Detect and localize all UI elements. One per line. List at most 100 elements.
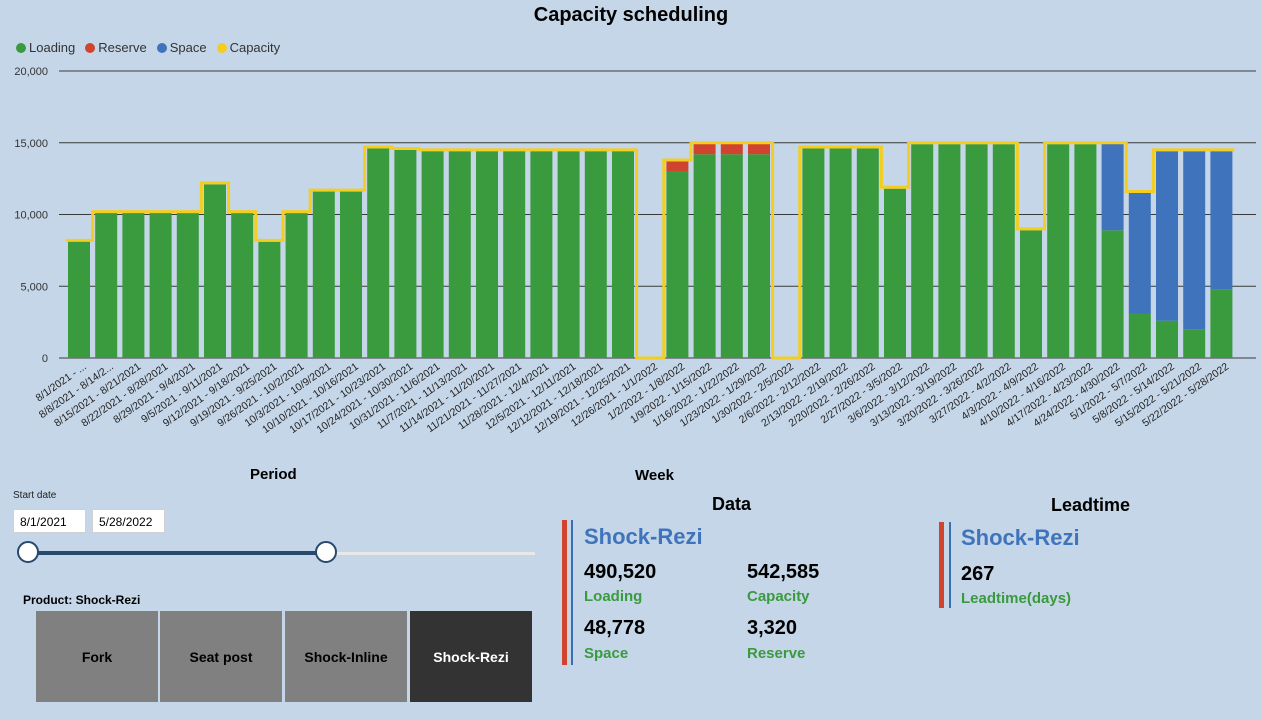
- bar-loading-4: [176, 213, 199, 358]
- bar-loading-16: [503, 149, 526, 358]
- end-date-input[interactable]: 5/28/2022: [92, 509, 165, 533]
- legend-dot-reserve: [85, 42, 96, 53]
- leadtime-card-title: Leadtime: [1051, 495, 1131, 515]
- bar-loading-18: [557, 149, 580, 358]
- bar-loading-2: [122, 211, 145, 358]
- bar-loading-37: [1074, 144, 1097, 358]
- y-tick-label-0: 0: [42, 353, 48, 365]
- bar-loading-41: [1183, 329, 1206, 358]
- bar-loading-20: [612, 149, 634, 358]
- bar-loading-0: [68, 240, 90, 358]
- bar-loading-31: [911, 144, 934, 358]
- bar-loading-9: [312, 190, 335, 358]
- data-card-accent-red: [562, 520, 567, 665]
- bar-loading-12: [394, 148, 417, 358]
- bar-loading-34: [992, 144, 1015, 358]
- y-tick-label-3: 15,000: [14, 138, 48, 150]
- reserve-label: Reserve: [747, 645, 806, 662]
- capacity-value: 542,585: [747, 561, 820, 583]
- bar-loading-38: [1101, 230, 1124, 358]
- leadtime-label: Leadtime(days): [961, 590, 1072, 607]
- capacity-step-line: [66, 141, 1235, 360]
- bar-loading-36: [1047, 144, 1070, 358]
- chart-legend: Loading Reserve Space Capacity: [16, 40, 280, 55]
- bar-loading-7: [258, 241, 281, 358]
- bar-loading-35: [1020, 230, 1042, 358]
- bar-space-39: [1128, 191, 1151, 314]
- bar-loading-10: [340, 190, 362, 358]
- bar-loading-8: [285, 213, 308, 358]
- bar-loading-28: [829, 148, 852, 358]
- legend-label-reserve: Reserve: [98, 40, 147, 55]
- legend-item-reserve[interactable]: Reserve: [85, 40, 147, 55]
- bar-loading-6: [231, 213, 254, 358]
- legend-dot-space: [156, 42, 167, 53]
- bar-loading-39: [1128, 313, 1151, 358]
- bar-space-38: [1101, 142, 1124, 231]
- bar-loading-23: [693, 154, 716, 358]
- bar-loading-24: [720, 154, 743, 358]
- bar-reserve-24: [720, 142, 743, 155]
- bar-loading-29: [856, 148, 879, 358]
- product-label: Product: Shock-Rezi: [23, 593, 141, 607]
- bar-loading-25: [748, 154, 770, 358]
- period-slider-end-handle[interactable]: [314, 541, 337, 563]
- space-value: 48,778: [584, 617, 646, 639]
- bar-space-42: [1210, 149, 1233, 290]
- week-title: Week: [635, 467, 674, 484]
- reserve-value: 3,320: [747, 617, 798, 639]
- legend-label-capacity: Capacity: [229, 40, 281, 55]
- bar-loading-42: [1210, 289, 1233, 358]
- legend-dot-loading: [16, 42, 26, 53]
- loading-label: Loading: [584, 588, 643, 605]
- bar-loading-13: [421, 149, 444, 358]
- bar-loading-5: [204, 184, 226, 358]
- bar-loading-14: [448, 149, 471, 358]
- data-card-product: Shock-Rezi: [584, 524, 703, 549]
- leadtime-card-product: Shock-Rezi: [961, 525, 1080, 550]
- product-button-shock-inline[interactable]: Shock-Inline: [285, 611, 407, 702]
- bar-space-41: [1183, 149, 1206, 330]
- period-title: Period: [250, 466, 297, 483]
- legend-label-space: Space: [169, 40, 207, 55]
- bar-loading-15: [476, 149, 498, 358]
- legend-label-loading: Loading: [29, 40, 76, 55]
- bar-loading-22: [666, 171, 689, 358]
- capacity-label: Capacity: [747, 588, 810, 605]
- bar-loading-19: [584, 149, 607, 358]
- data-card-title: Data: [712, 494, 752, 514]
- space-label: Space: [584, 645, 629, 662]
- bar-loading-17: [530, 149, 553, 358]
- data-card-accent-blue: [571, 520, 573, 665]
- product-button-fork[interactable]: Fork: [36, 611, 158, 702]
- y-tick-label-4: 20,000: [14, 66, 48, 78]
- bar-loading-40: [1156, 320, 1178, 358]
- leadtime-card-accent-red: [939, 522, 944, 608]
- bar-loading-11: [367, 148, 390, 358]
- bar-reserve-23: [693, 142, 716, 155]
- bar-loading-30: [884, 188, 906, 358]
- loading-value: 490,520: [584, 561, 657, 583]
- legend-item-capacity[interactable]: Capacity: [216, 40, 281, 55]
- bar-reserve-22: [666, 159, 689, 172]
- bar-loading-1: [95, 211, 118, 358]
- bar-space-40: [1156, 149, 1178, 321]
- bar-loading-33: [965, 144, 988, 358]
- bar-loading-32: [938, 144, 961, 358]
- product-button-shock-rezi[interactable]: Shock-Rezi: [410, 611, 532, 702]
- chart-title: Capacity scheduling: [533, 4, 729, 26]
- y-tick-label-2: 10,000: [14, 210, 48, 222]
- bar-reserve-25: [748, 142, 770, 155]
- leadtime-value: 267: [961, 563, 995, 585]
- start-date-input[interactable]: 8/1/2021: [13, 509, 86, 533]
- product-button-seat-post[interactable]: Seat post: [160, 611, 282, 702]
- start-date-label: Start date: [13, 490, 57, 501]
- bar-loading-3: [149, 211, 172, 358]
- period-slider-range: [28, 551, 326, 555]
- legend-item-space[interactable]: Space: [156, 40, 207, 55]
- legend-item-loading[interactable]: Loading: [16, 40, 75, 55]
- period-slider-start-handle[interactable]: [17, 541, 39, 563]
- y-tick-label-1: 5,000: [20, 281, 48, 293]
- leadtime-card-accent-blue: [949, 522, 951, 608]
